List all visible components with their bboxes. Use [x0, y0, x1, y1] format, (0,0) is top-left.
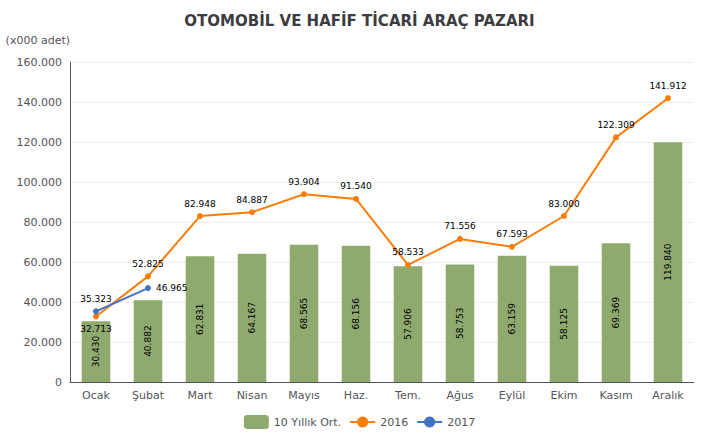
svg-text:58.533: 58.533: [392, 247, 424, 257]
svg-text:60.000: 60.000: [24, 256, 63, 269]
svg-text:119.840: 119.840: [663, 243, 673, 280]
svg-text:58.125: 58.125: [559, 308, 569, 340]
svg-text:62.831: 62.831: [195, 303, 205, 335]
svg-text:32.713: 32.713: [80, 324, 112, 334]
svg-text:Şubat: Şubat: [132, 389, 165, 402]
svg-text:Mayıs: Mayıs: [288, 389, 320, 402]
svg-text:Kasım: Kasım: [599, 389, 632, 402]
svg-text:20.000: 20.000: [24, 336, 63, 349]
svg-text:140.000: 140.000: [17, 96, 63, 109]
svg-text:83.000: 83.000: [548, 199, 580, 209]
svg-text:69.369: 69.369: [611, 297, 621, 329]
svg-text:Tem.: Tem.: [394, 389, 421, 402]
svg-text:91.540: 91.540: [340, 181, 372, 191]
svg-text:OTOMOBİL VE HAFİF TİCARİ ARAÇ: OTOMOBİL VE HAFİF TİCARİ ARAÇ PAZARI: [184, 11, 534, 30]
svg-text:84.887: 84.887: [236, 195, 268, 205]
svg-text:64.167: 64.167: [247, 302, 257, 334]
svg-text:68.156: 68.156: [351, 298, 361, 330]
svg-text:46.965: 46.965: [156, 283, 188, 293]
svg-text:58.753: 58.753: [455, 307, 465, 339]
svg-text:160.000: 160.000: [17, 56, 63, 69]
svg-text:Ağus: Ağus: [446, 389, 473, 402]
svg-text:Ekim: Ekim: [550, 389, 577, 402]
svg-text:120.000: 120.000: [17, 136, 63, 149]
svg-text:0: 0: [55, 376, 62, 389]
svg-text:68.565: 68.565: [299, 298, 309, 330]
svg-text:122.309: 122.309: [597, 120, 634, 130]
svg-text:100.000: 100.000: [17, 176, 63, 189]
svg-text:82.948: 82.948: [184, 199, 216, 209]
svg-text:Mart: Mart: [187, 389, 213, 402]
svg-text:10 Yıllık Ort.: 10 Yıllık Ort.: [274, 416, 341, 429]
svg-text:63.159: 63.159: [507, 303, 517, 335]
svg-text:35.323: 35.323: [80, 294, 112, 304]
svg-text:141.912: 141.912: [649, 81, 686, 91]
svg-text:(x000 adet): (x000 adet): [6, 34, 70, 47]
svg-text:30.430: 30.430: [91, 336, 101, 368]
svg-text:80.000: 80.000: [24, 216, 63, 229]
svg-text:93.904: 93.904: [288, 177, 320, 187]
svg-text:Haz.: Haz.: [344, 389, 368, 402]
svg-text:Eylül: Eylül: [499, 389, 526, 402]
svg-text:40.000: 40.000: [24, 296, 63, 309]
svg-text:2016: 2016: [380, 416, 408, 429]
svg-text:2017: 2017: [447, 416, 475, 429]
svg-text:Aralık: Aralık: [652, 389, 684, 402]
svg-text:57.906: 57.906: [403, 308, 413, 340]
svg-text:Ocak: Ocak: [82, 389, 110, 402]
svg-text:71.556: 71.556: [444, 221, 476, 231]
svg-text:Nisan: Nisan: [237, 389, 268, 402]
svg-text:52.825: 52.825: [132, 259, 164, 269]
svg-text:67.593: 67.593: [496, 229, 528, 239]
svg-text:40.882: 40.882: [143, 325, 153, 357]
